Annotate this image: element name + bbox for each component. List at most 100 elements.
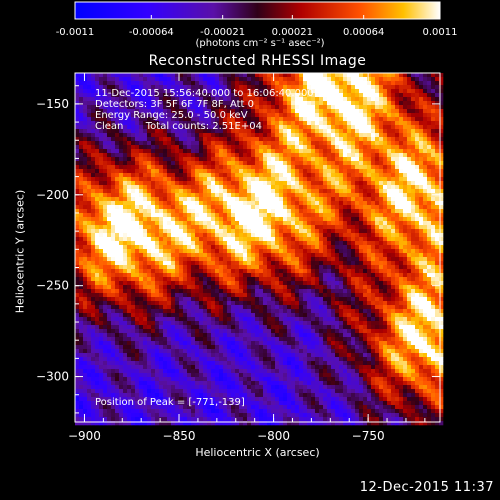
heatmap-cell <box>247 241 252 246</box>
heatmap-cell <box>247 109 252 114</box>
heatmap-cell <box>111 289 116 294</box>
heatmap-cell <box>155 133 160 138</box>
heatmap-cell <box>111 213 116 218</box>
heatmap-cell <box>299 73 304 78</box>
heatmap-cell <box>283 285 288 290</box>
heatmap-cell <box>111 173 116 178</box>
heatmap-cell <box>107 213 112 218</box>
heatmap-cell <box>367 129 372 134</box>
heatmap-cell <box>227 173 232 178</box>
heatmap-cell <box>371 253 376 258</box>
heatmap-cell <box>147 233 152 238</box>
heatmap-cell <box>339 113 344 118</box>
heatmap-cell <box>207 113 212 118</box>
heatmap-cell <box>247 153 252 158</box>
heatmap-cell <box>199 241 204 246</box>
heatmap-cell <box>387 165 392 170</box>
heatmap-cell <box>403 73 408 78</box>
heatmap-cell <box>179 193 184 198</box>
heatmap-cell <box>323 173 328 178</box>
heatmap-cell <box>139 197 144 202</box>
heatmap-cell <box>287 165 292 170</box>
heatmap-cell <box>415 85 420 90</box>
heatmap-cell <box>171 133 176 138</box>
heatmap-cell <box>179 285 184 290</box>
heatmap-cell <box>191 161 196 166</box>
heatmap-cell <box>83 165 88 170</box>
heatmap-cell <box>335 273 340 278</box>
heatmap-cell <box>383 149 388 154</box>
heatmap-cell <box>355 225 360 230</box>
heatmap-cell <box>299 261 304 266</box>
heatmap-cell <box>227 177 232 182</box>
heatmap-cell <box>407 173 412 178</box>
heatmap-cell <box>439 261 444 266</box>
heatmap-cell <box>267 113 272 118</box>
heatmap-cell <box>411 157 416 162</box>
heatmap-cell <box>427 225 432 230</box>
heatmap-cell <box>431 133 436 138</box>
heatmap-cell <box>311 237 316 242</box>
heatmap-cell <box>291 149 296 154</box>
heatmap-cell <box>251 221 256 226</box>
heatmap-cell <box>171 73 176 78</box>
heatmap-cell <box>423 109 428 114</box>
heatmap-cell <box>315 253 320 258</box>
heatmap-cell <box>427 213 432 218</box>
heatmap-cell <box>435 85 440 90</box>
heatmap-cell <box>303 121 308 126</box>
heatmap-cell <box>159 93 164 98</box>
heatmap-cell <box>175 261 180 266</box>
heatmap-cell <box>263 101 268 106</box>
heatmap-cell <box>271 177 276 182</box>
heatmap-cell <box>115 245 120 250</box>
heatmap-cell <box>435 237 440 242</box>
heatmap-cell <box>283 233 288 238</box>
heatmap-cell <box>331 189 336 194</box>
heatmap-cell <box>163 189 168 194</box>
heatmap-cell <box>203 113 208 118</box>
heatmap-cell <box>251 249 256 254</box>
heatmap-cell <box>419 117 424 122</box>
heatmap-cell <box>331 157 336 162</box>
heatmap-cell <box>311 97 316 102</box>
heatmap-cell <box>423 133 428 138</box>
heatmap-cell <box>107 165 112 170</box>
heatmap-cell <box>155 165 160 170</box>
heatmap-cell <box>163 149 168 154</box>
heatmap-cell <box>407 201 412 206</box>
heatmap-cell <box>183 169 188 174</box>
heatmap-cell <box>275 137 280 142</box>
heatmap-cell <box>411 109 416 114</box>
heatmap-cell <box>111 237 116 242</box>
heatmap-cell <box>355 149 360 154</box>
heatmap-cell <box>119 189 124 194</box>
heatmap-cell <box>303 117 308 122</box>
heatmap-cell <box>283 253 288 258</box>
heatmap-cell <box>83 197 88 202</box>
heatmap-cell <box>111 217 116 222</box>
heatmap-cell <box>123 289 128 294</box>
heatmap-cell <box>159 173 164 178</box>
heatmap-cell <box>235 233 240 238</box>
heatmap-cell <box>299 141 304 146</box>
heatmap-cell <box>119 233 124 238</box>
heatmap-cell <box>439 253 444 258</box>
heatmap-cell <box>211 89 216 94</box>
heatmap-cell <box>387 229 392 234</box>
heatmap-cell <box>327 205 332 210</box>
heatmap-cell <box>323 257 328 262</box>
heatmap-cell <box>147 141 152 146</box>
heatmap-cell <box>367 161 372 166</box>
heatmap-cell <box>259 217 264 222</box>
heatmap-cell <box>91 261 96 266</box>
heatmap-cell <box>399 209 404 214</box>
heatmap-cell <box>79 77 84 82</box>
heatmap-cell <box>351 229 356 234</box>
heatmap-cell <box>223 269 228 274</box>
heatmap-cell <box>163 89 168 94</box>
heatmap-cell <box>355 133 360 138</box>
heatmap-cell <box>267 221 272 226</box>
heatmap-cell <box>335 193 340 198</box>
heatmap-cell <box>167 229 172 234</box>
